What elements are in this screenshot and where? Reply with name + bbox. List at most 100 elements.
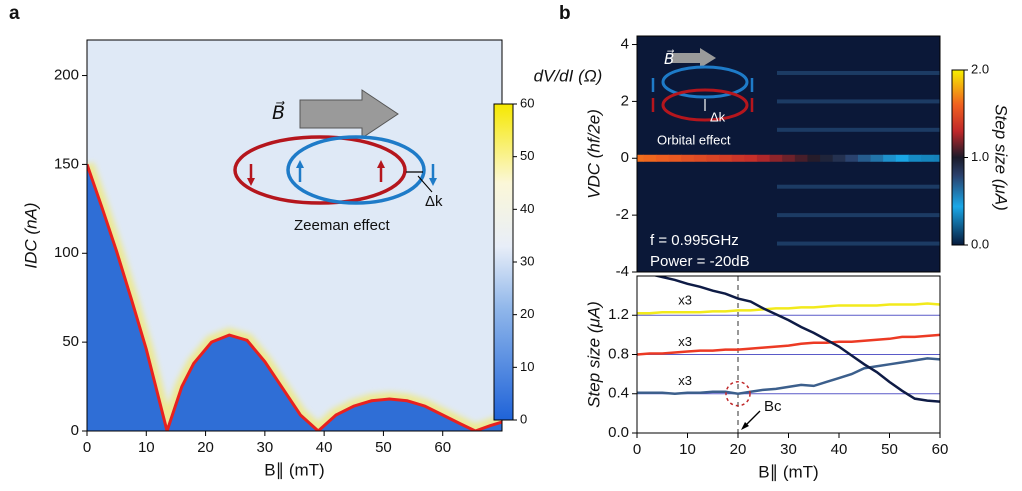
y-axis-title: VDC (hf/2e)	[584, 109, 603, 199]
faint-stripe	[777, 213, 940, 218]
faint-stripe	[777, 70, 940, 75]
x-tick-label: 40	[316, 439, 333, 456]
heatmap-cell	[933, 154, 941, 162]
colorbar-tick-label: 2.0	[971, 61, 989, 76]
bc-arrowhead	[741, 422, 749, 430]
heatmap-cell	[857, 154, 872, 162]
heatmap-cell	[693, 154, 707, 162]
colorbar-title: Step size (μA)	[992, 104, 1011, 211]
series-label: x3	[678, 334, 692, 349]
heatmap-cell	[655, 154, 670, 162]
heatmap-cell	[782, 154, 796, 162]
series-label: x3	[678, 293, 692, 308]
x-tick-label: 20	[730, 441, 747, 458]
annotation: B⃗	[272, 101, 285, 124]
orbital-inset: B⃗ Δk Orbital effect f = 0.995GHz Power …	[650, 48, 754, 270]
faint-stripe	[777, 184, 940, 189]
line	[637, 333, 940, 356]
x-tick-label: 10	[679, 441, 696, 458]
heatmap-cell	[870, 154, 884, 162]
colorbar-tick-label: 40	[520, 201, 534, 216]
y-tick-label: 4	[621, 35, 629, 52]
heatmap-cell	[731, 154, 745, 162]
colorbar	[493, 103, 514, 421]
spin-arrow	[429, 178, 437, 186]
heatmap-cell	[845, 154, 859, 162]
x-tick-label: 30	[257, 439, 274, 456]
line	[87, 163, 502, 431]
annotation: Bc	[764, 398, 782, 415]
annotation: Δk	[710, 109, 726, 124]
annotation: f = 0.995GHz	[650, 232, 739, 249]
panel-label: a	[9, 3, 20, 24]
x-tick-label: 10	[138, 439, 155, 456]
area	[87, 164, 502, 431]
y-tick-label: -4	[616, 263, 629, 280]
heatmap-cell	[832, 154, 846, 162]
heatmap-cell	[794, 154, 808, 162]
panel-label: b	[559, 3, 571, 24]
plot-frame	[636, 275, 941, 434]
colorbar	[951, 69, 965, 246]
annotation: Orbital effect	[657, 132, 731, 147]
plot-frame	[636, 35, 941, 273]
y-tick-label: 200	[54, 67, 79, 84]
y-tick-label: 0.0	[608, 424, 629, 441]
heatmap-cell	[883, 154, 897, 162]
red-ellipse	[233, 135, 407, 205]
annotation: Power = -20dB	[650, 253, 750, 270]
heatmap-cell	[668, 154, 682, 162]
x-tick-label: 0	[633, 441, 641, 458]
heatmap-background	[637, 36, 940, 272]
colorbar-tick-label: 0	[520, 411, 527, 426]
red-ellipse	[661, 88, 749, 122]
faint-stripe	[777, 127, 940, 132]
field-arrow	[299, 89, 399, 139]
colorbar-tick-label: 50	[520, 148, 534, 163]
faint-stripe	[777, 241, 940, 246]
y-tick-label: 150	[54, 155, 79, 172]
colorbar-tick-label: 30	[520, 253, 534, 268]
colorbar-tick-label: 10	[520, 359, 534, 374]
y-axis-title: IDC (nA)	[21, 202, 40, 268]
annotation: Δk	[425, 193, 443, 210]
x-tick-label: 20	[197, 439, 214, 456]
spin-arrow	[377, 160, 385, 168]
spin-arrow	[296, 160, 304, 168]
field-arrow	[672, 48, 716, 68]
blue-ellipse	[286, 135, 426, 205]
heatmap-cell	[820, 154, 834, 162]
heatmap-cell	[643, 154, 657, 162]
colorbar-tick-label: 20	[520, 306, 534, 321]
annotation: Zeeman effect	[294, 217, 390, 234]
x-tick-label: 30	[780, 441, 797, 458]
colorbar-title: dV/dI (Ω)	[534, 66, 603, 85]
heatmap-cell	[681, 154, 695, 162]
heatmap-cell	[719, 154, 733, 162]
y-tick-label: 0.4	[608, 385, 629, 402]
heatmap-cell	[637, 154, 644, 162]
colorbar-tick-label: 60	[520, 95, 534, 110]
y-tick-label: 1.2	[608, 306, 629, 323]
heatmap-cell	[895, 154, 909, 162]
highlight-circle	[725, 381, 751, 407]
x-tick-label: 60	[434, 439, 451, 456]
heatmap-cell	[744, 154, 758, 162]
x-tick-label: 40	[831, 441, 848, 458]
y-tick-label: 2	[621, 92, 629, 109]
line	[637, 302, 940, 315]
line	[637, 357, 940, 396]
heatmap-cell	[706, 154, 720, 162]
x-axis-title: B∥ (mT)	[758, 462, 818, 481]
y-tick-label: 0	[621, 149, 629, 166]
heatmap-cell	[756, 154, 771, 162]
annotation: B⃗	[664, 49, 674, 68]
series-layer	[637, 276, 940, 403]
heatmap-cell	[921, 154, 935, 162]
series-label: x3	[678, 373, 692, 388]
heatmap-cell	[807, 154, 821, 162]
y-tick-label: 100	[54, 244, 79, 261]
blue-ellipse	[661, 65, 749, 99]
